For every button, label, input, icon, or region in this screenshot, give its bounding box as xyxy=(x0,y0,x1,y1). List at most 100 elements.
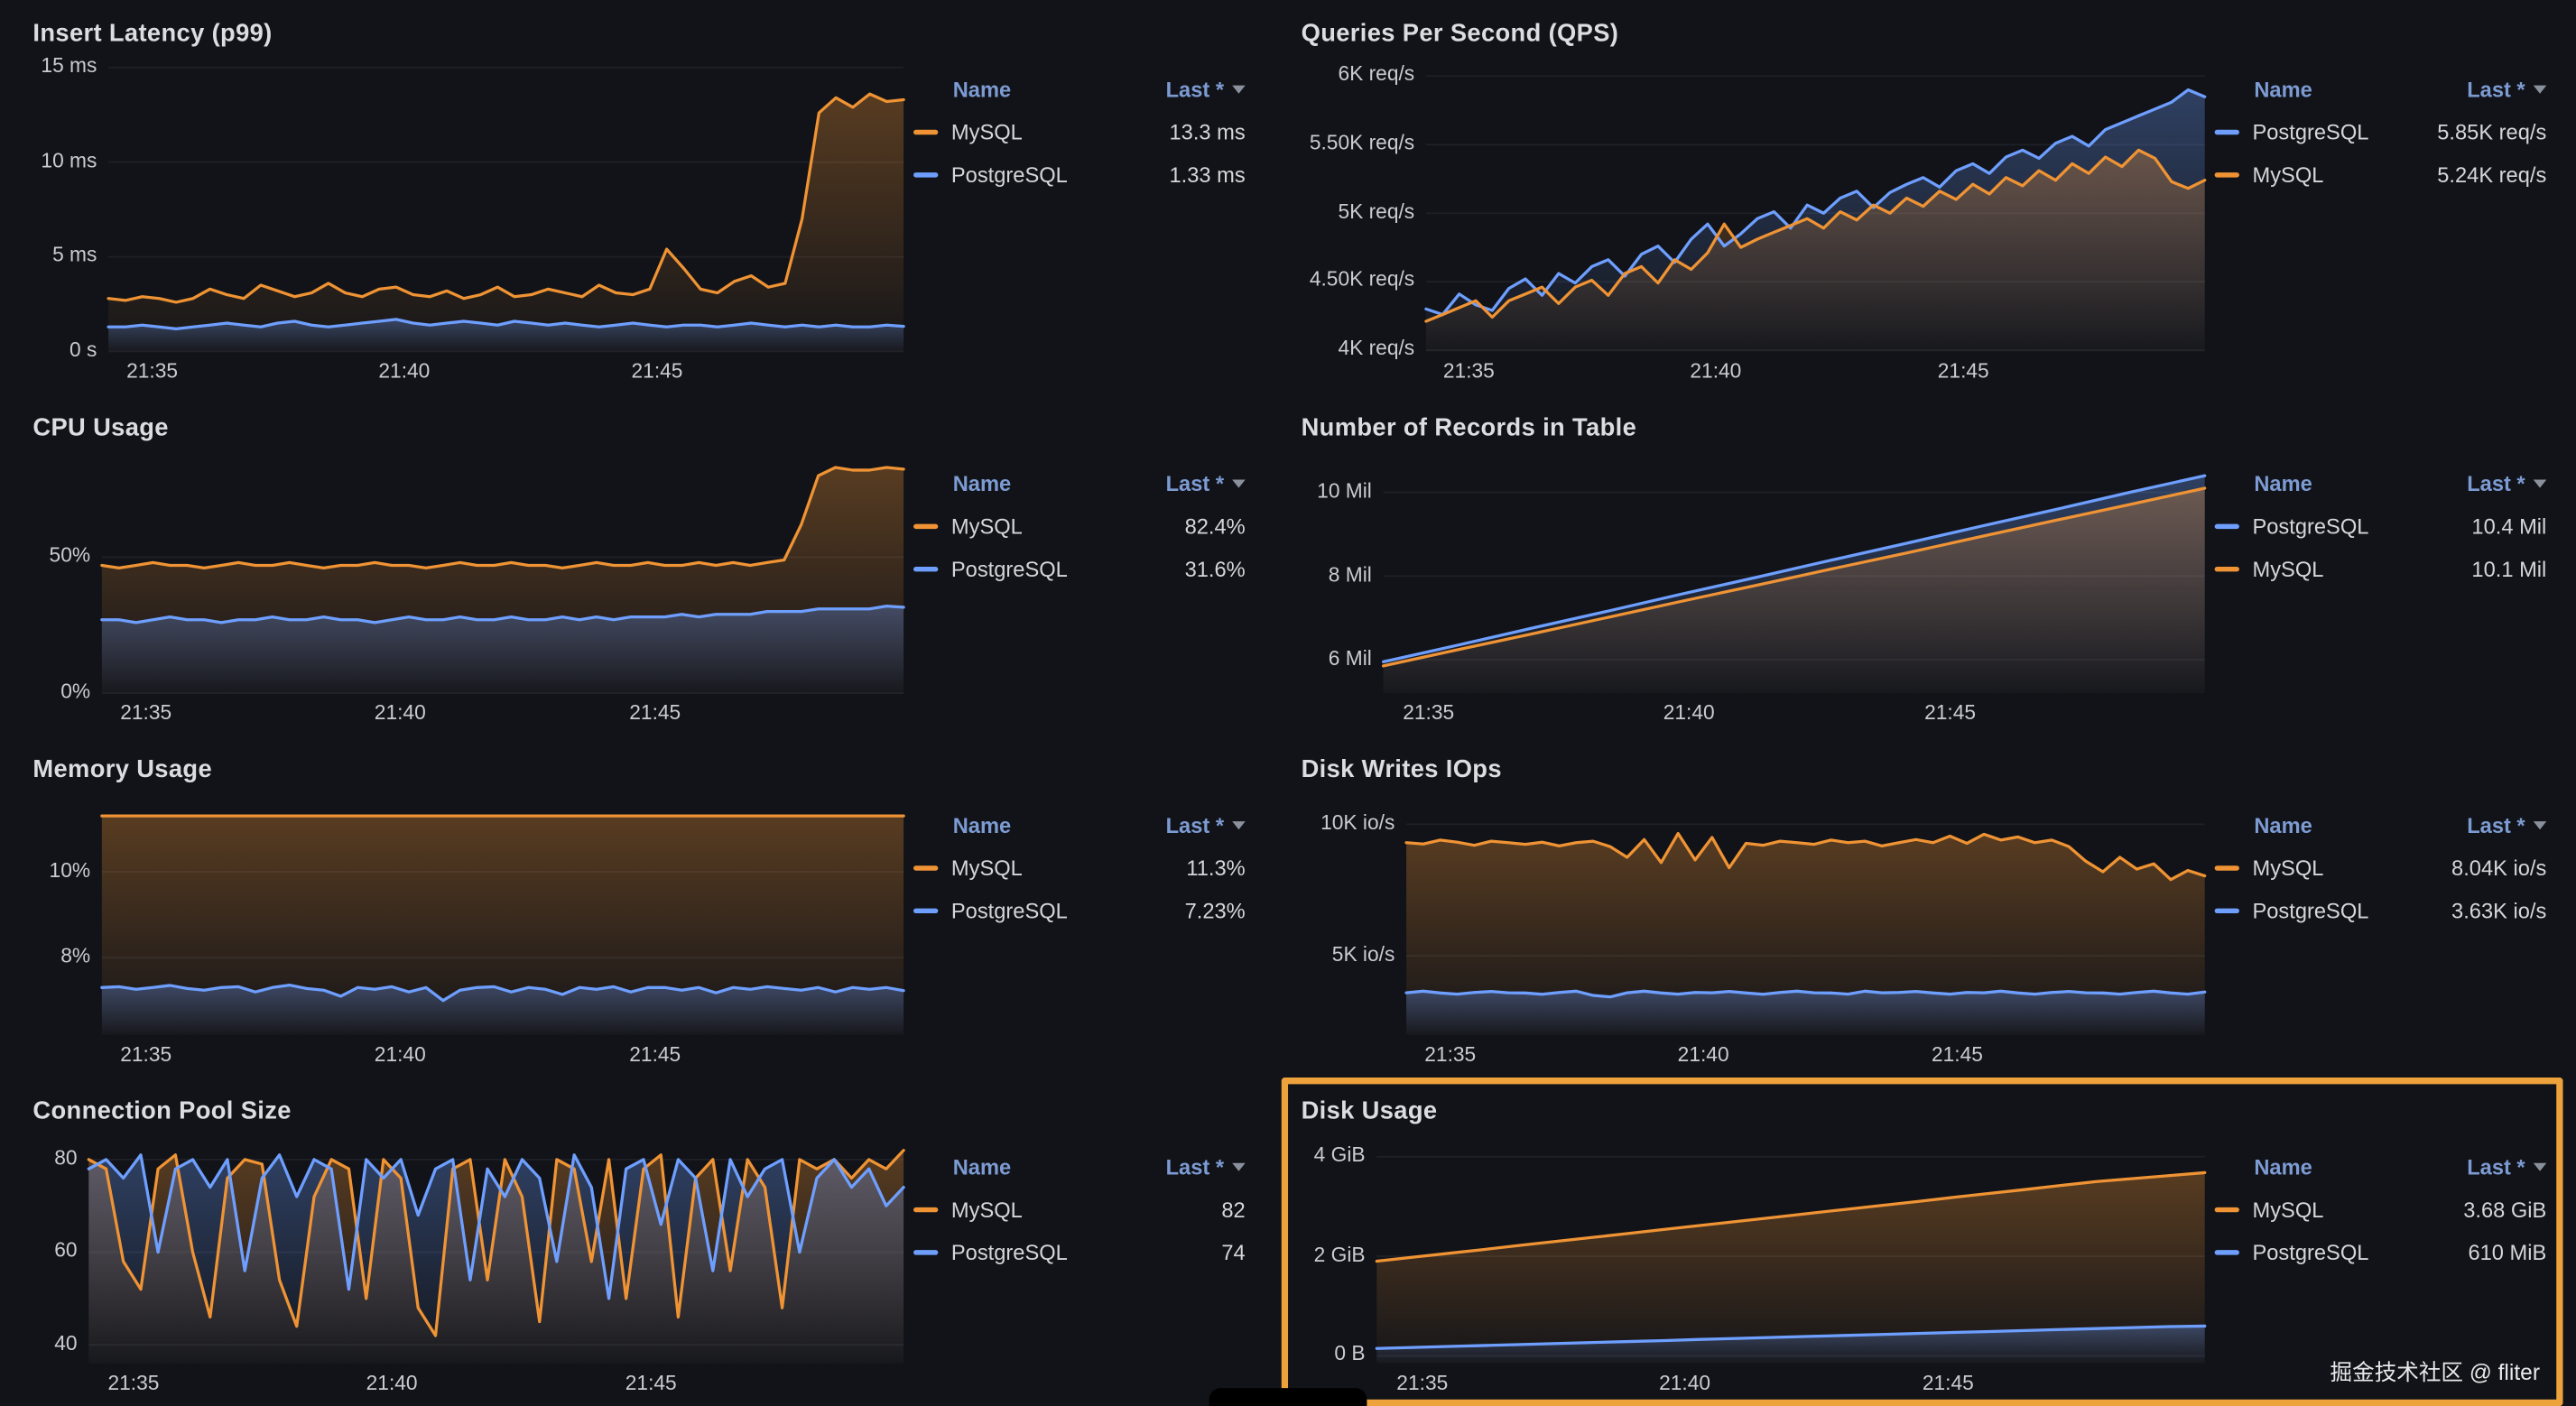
chevron-down-icon xyxy=(1232,820,1246,829)
legend: Name Last * MySQL 82.4% PostgreSQL 31.6% xyxy=(913,449,1246,729)
legend-item[interactable]: PostgreSQL 7.23% xyxy=(913,889,1246,931)
legend-item[interactable]: MySQL 11.3% xyxy=(913,846,1246,888)
legend-item[interactable]: PostgreSQL 3.63K io/s xyxy=(2214,889,2547,931)
panel-title[interactable]: Insert Latency (p99) xyxy=(32,19,273,48)
panel-disk-writes-iops: Disk Writes IOps 5K io/s 10K io/s 21:35 21… xyxy=(1282,735,2563,1078)
legend-last-header[interactable]: Last * xyxy=(1166,812,1246,837)
panel-title[interactable]: Disk Usage xyxy=(1301,1096,1438,1125)
plot-area[interactable] xyxy=(1424,54,2207,352)
legend-last-header[interactable]: Last * xyxy=(2467,470,2547,495)
series-last-value: 31.6% xyxy=(1184,556,1246,581)
y-axis-tick-label: 4 GiB xyxy=(1313,1143,1366,1167)
legend-item[interactable]: MySQL 82 xyxy=(913,1188,1246,1230)
legend-header: Name Last * xyxy=(913,803,1246,846)
plot-area[interactable] xyxy=(87,1132,905,1364)
panel-memory-usage: Memory Usage 8% 10% 21:35 21:40 21:45 Name … xyxy=(14,735,1262,1078)
series-name: PostgreSQL xyxy=(950,162,1068,187)
legend-name-header[interactable]: Name xyxy=(952,470,1012,495)
series-color-swatch xyxy=(2214,128,2239,134)
plot-area[interactable] xyxy=(1375,1132,2207,1364)
panel-title[interactable]: Disk Writes IOps xyxy=(1301,755,1502,784)
legend-name-header[interactable]: Name xyxy=(2254,812,2312,837)
panel-title[interactable]: Number of Records in Table xyxy=(1301,413,1637,442)
x-axis-tick-label: 21:35 xyxy=(1396,1371,1449,1395)
legend-last-header[interactable]: Last * xyxy=(2467,76,2547,101)
legend-name-header[interactable]: Name xyxy=(2254,76,2312,101)
y-axis-tick-label: 10% xyxy=(49,858,91,882)
legend: Name Last * MySQL 8.04K io/s PostgreSQL … xyxy=(2214,791,2547,1071)
y-axis: 5K io/s 10K io/s xyxy=(1298,791,1406,1035)
legend-last-header[interactable]: Last * xyxy=(1166,1154,1246,1179)
panel-title[interactable]: CPU Usage xyxy=(32,413,169,442)
series-name: MySQL xyxy=(950,513,1023,539)
chevron-down-icon xyxy=(2533,1161,2547,1170)
y-axis: 8% 10% xyxy=(30,791,102,1035)
plot-area[interactable] xyxy=(107,54,905,353)
x-axis-tick-label: 21:40 xyxy=(1659,1371,1711,1395)
legend-item[interactable]: PostgreSQL 610 MiB xyxy=(2214,1230,2546,1272)
legend-item[interactable]: MySQL 82.4% xyxy=(913,504,1246,547)
legend-last-header[interactable]: Last * xyxy=(1166,77,1246,101)
series-last-value: 82 xyxy=(1221,1197,1246,1222)
panel-title[interactable]: Connection Pool Size xyxy=(32,1096,292,1125)
legend-item[interactable]: PostgreSQL 74 xyxy=(913,1230,1246,1272)
x-axis-tick-label: 21:45 xyxy=(1922,1371,1974,1395)
y-axis-tick-label: 4K req/s xyxy=(1338,337,1415,360)
series-last-value: 74 xyxy=(1221,1239,1246,1264)
legend-name-header[interactable]: Name xyxy=(952,1153,1012,1179)
legend-item[interactable]: PostgreSQL 31.6% xyxy=(913,547,1246,589)
legend-item[interactable]: MySQL 13.3 ms xyxy=(913,110,1246,153)
series-last-value: 8.04K io/s xyxy=(2451,855,2547,880)
legend-item[interactable]: MySQL 8.04K io/s xyxy=(2214,846,2547,888)
x-axis: 21:35 21:40 21:45 xyxy=(1384,693,2205,729)
y-axis-tick-label: 10K io/s xyxy=(1320,810,1395,835)
legend-header: Name Last * xyxy=(2215,68,2547,110)
y-axis-tick-label: 60 xyxy=(54,1238,78,1263)
plot-area[interactable] xyxy=(100,791,905,1035)
x-axis-tick-label: 21:40 xyxy=(1677,1042,1729,1067)
series-last-value: 11.3% xyxy=(1186,855,1246,880)
series-last-value: 1.33 ms xyxy=(1169,162,1246,187)
legend-name-header[interactable]: Name xyxy=(952,812,1012,837)
legend-item[interactable]: MySQL 3.68 GiB xyxy=(2214,1188,2546,1230)
series-last-value: 3.63K io/s xyxy=(2451,897,2547,923)
panel-title[interactable]: Queries Per Second (QPS) xyxy=(1301,19,1619,48)
y-axis-tick-label: 6 Mil xyxy=(1328,646,1372,670)
legend: Name Last * PostgreSQL 10.4 Mil MySQL 10… xyxy=(2214,449,2547,729)
legend-name-header[interactable]: Name xyxy=(2254,1153,2312,1179)
x-axis-tick-label: 21:45 xyxy=(1937,359,1989,384)
y-axis-tick-label: 10 Mil xyxy=(1317,479,1372,503)
legend-item[interactable]: MySQL 5.24K req/s xyxy=(2214,153,2546,195)
x-axis-tick-label: 21:45 xyxy=(1931,1042,1983,1067)
chevron-down-icon xyxy=(2533,478,2547,487)
x-axis-tick-label: 21:40 xyxy=(1663,701,1715,725)
y-axis-tick-label: 0 s xyxy=(69,338,97,362)
legend-item[interactable]: PostgreSQL 10.4 Mil xyxy=(2214,504,2546,547)
time-series-chart: 8% 10% 21:35 21:40 21:45 xyxy=(30,791,905,1071)
legend-item[interactable]: MySQL 10.1 Mil xyxy=(2214,547,2546,589)
series-name: MySQL xyxy=(2252,556,2324,581)
plot-area[interactable] xyxy=(100,449,905,695)
time-series-chart: 5K io/s 10K io/s 21:35 21:40 21:45 xyxy=(1298,791,2207,1071)
x-axis-tick-label: 21:35 xyxy=(107,1371,160,1395)
legend-last-header[interactable]: Last * xyxy=(2467,812,2547,837)
legend-header: Name Last * xyxy=(913,68,1246,110)
x-axis-tick-label: 21:45 xyxy=(625,1371,677,1395)
x-axis-tick-label: 21:40 xyxy=(374,701,426,725)
legend-item[interactable]: PostgreSQL 5.85K req/s xyxy=(2214,110,2546,153)
series-color-swatch xyxy=(913,1249,939,1254)
panel-title[interactable]: Memory Usage xyxy=(32,755,213,784)
chevron-down-icon xyxy=(1232,478,1246,487)
y-axis-tick-label: 8 Mil xyxy=(1328,562,1372,587)
x-axis: 21:35 21:40 21:45 xyxy=(1406,1035,2205,1071)
legend-name-header[interactable]: Name xyxy=(2254,470,2312,495)
plot-area[interactable] xyxy=(1381,449,2207,694)
legend-last-header[interactable]: Last * xyxy=(2467,1154,2547,1179)
legend-header: Name Last * xyxy=(913,1145,1246,1188)
legend-last-header[interactable]: Last * xyxy=(1166,470,1246,495)
legend-name-header[interactable]: Name xyxy=(952,76,1012,101)
legend-item[interactable]: PostgreSQL 1.33 ms xyxy=(913,153,1246,195)
legend-last-label: Last * xyxy=(2467,76,2525,101)
plot-area[interactable] xyxy=(1404,791,2207,1035)
